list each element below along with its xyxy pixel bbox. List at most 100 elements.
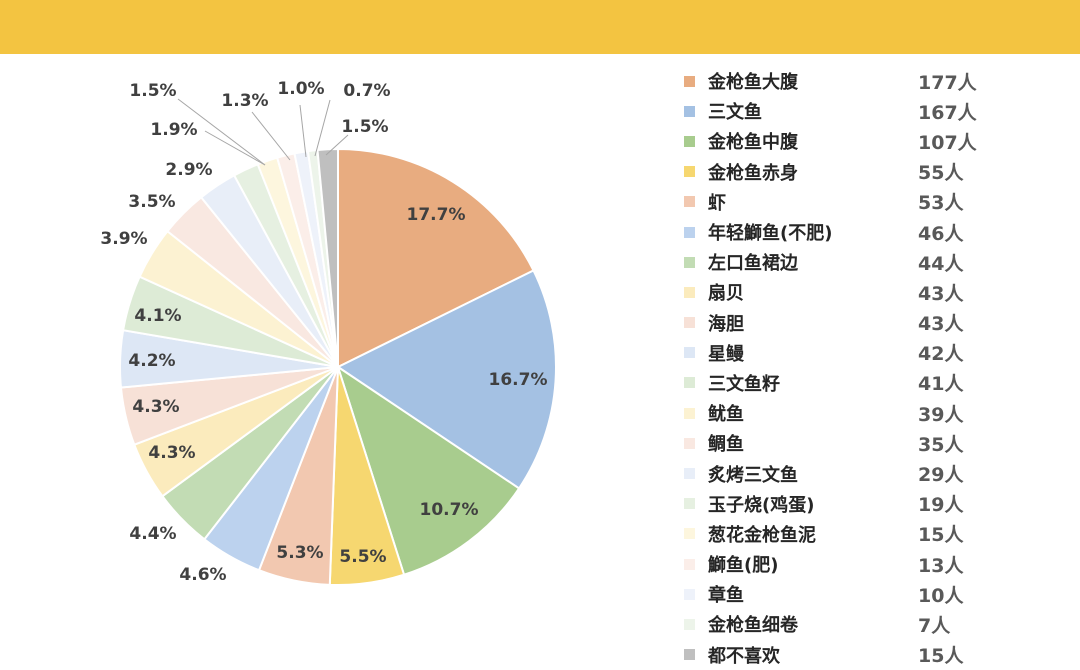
legend-count: 43人 — [918, 313, 964, 336]
legend-label: 三文鱼籽 — [708, 373, 780, 395]
legend-count: 44人 — [918, 252, 964, 275]
legend-item: 章鱼 10人 — [684, 579, 984, 609]
percent-label: 1.0% — [277, 79, 324, 99]
pie-slice — [336, 269, 557, 490]
legend-label: 三文鱼 — [708, 102, 762, 124]
percent-label: 17.7% — [407, 205, 466, 225]
legend-label: 葱花金枪鱼泥 — [708, 524, 816, 546]
percent-label: 4.6% — [179, 565, 226, 585]
leader-line — [177, 98, 266, 166]
pie-slice — [316, 147, 339, 368]
legend-count: 7人 — [918, 614, 951, 637]
legend-swatch — [684, 317, 695, 329]
legend-count: 15人 — [918, 524, 964, 547]
legend-count: 13人 — [918, 554, 964, 577]
legend-swatch — [684, 347, 695, 359]
legend-label: 鰤鱼(肥) — [708, 555, 779, 577]
legend-label: 鲷鱼 — [708, 434, 744, 456]
legend-item: 金枪鱼赤身 55人 — [684, 157, 984, 187]
percent-label: 3.9% — [100, 229, 147, 249]
legend-count: 167人 — [918, 101, 977, 124]
pie-slice — [336, 364, 521, 577]
percent-label: 1.3% — [221, 91, 268, 111]
legend-label: 星鳗 — [708, 343, 744, 365]
legend-label: 金枪鱼细卷 — [708, 615, 798, 637]
legend-label: 鱿鱼 — [708, 404, 744, 426]
pie-slice — [337, 147, 535, 369]
legend-item: 金枪鱼中腹 107人 — [684, 126, 984, 156]
leader-line — [299, 104, 307, 158]
legend-item: 炙烤三文鱼 29人 — [684, 458, 984, 488]
legend-label: 都不喜欢 — [708, 645, 780, 667]
legend-swatch — [684, 437, 695, 449]
legend-item: 扇贝 43人 — [684, 277, 984, 307]
legend-label: 海胆 — [708, 313, 744, 335]
legend-label: 扇贝 — [708, 283, 744, 305]
percent-label: 16.7% — [489, 370, 548, 390]
pie-chart: 17.7% 16.7% 10.7% 5.5% 5.3% 4.6% 4.4% 4.3% 4.3% 4… — [100, 79, 557, 586]
legend-swatch — [684, 468, 695, 480]
legend-item: 金枪鱼细卷 7人 — [684, 609, 984, 639]
percent-label: 1.9% — [150, 120, 197, 140]
leader-line — [314, 99, 331, 157]
legend-item: 三文鱼 167人 — [684, 96, 984, 126]
legend-label: 金枪鱼中腹 — [708, 132, 798, 154]
header-banner — [0, 0, 1080, 54]
legend-label: 金枪鱼赤身 — [708, 162, 798, 184]
legend-label: 炙烤三文鱼 — [708, 464, 798, 486]
legend-count: 55人 — [918, 162, 964, 185]
legend-item: 年轻鰤鱼(不肥) 46人 — [684, 217, 984, 247]
legend-item: 星鳗 42人 — [684, 338, 984, 368]
legend-label: 年轻鰤鱼(不肥) — [708, 223, 833, 245]
percent-label: 3.5% — [128, 192, 175, 212]
legend-label: 金枪鱼大腹 — [708, 72, 798, 94]
legend-swatch — [684, 105, 695, 117]
legend-swatch — [684, 226, 695, 238]
legend-count: 46人 — [918, 222, 964, 245]
legend-swatch — [684, 528, 695, 540]
percent-label: 4.3% — [148, 443, 195, 463]
legend-count: 53人 — [918, 192, 964, 215]
legend-item: 葱花金枪鱼泥 15人 — [684, 519, 984, 549]
legend-swatch — [684, 75, 695, 87]
percent-label: 10.7% — [420, 500, 479, 520]
legend-count: 41人 — [918, 373, 964, 396]
legend-item: 玉子烧(鸡蛋) 19人 — [684, 489, 984, 519]
legend-count: 19人 — [918, 494, 964, 517]
legend-item: 都不喜欢 15人 — [684, 640, 984, 670]
legend-count: 39人 — [918, 403, 964, 426]
legend-swatch — [684, 558, 695, 570]
legend-count: 42人 — [918, 343, 964, 366]
legend-count: 15人 — [918, 645, 964, 668]
legend-item: 左口鱼裙边 44人 — [684, 247, 984, 277]
legend-item: 鲷鱼 35人 — [684, 428, 984, 458]
percent-label: 1.5% — [341, 117, 388, 137]
legend-item: 鰤鱼(肥) 13人 — [684, 549, 984, 579]
legend-item: 金枪鱼大腹 177人 — [684, 66, 984, 96]
legend-count: 10人 — [918, 584, 964, 607]
legend-swatch — [684, 588, 695, 600]
legend-count: 107人 — [918, 131, 977, 154]
legend-item: 三文鱼籽 41人 — [684, 368, 984, 398]
legend-label: 左口鱼裙边 — [708, 253, 798, 275]
leader-line — [325, 134, 349, 156]
legend-count: 43人 — [918, 282, 964, 305]
legend-swatch — [684, 649, 695, 661]
legend-label: 虾 — [708, 192, 726, 214]
legend-label: 玉子烧(鸡蛋) — [708, 494, 815, 516]
legend-swatch — [684, 135, 695, 147]
percent-label: 4.3% — [132, 397, 179, 417]
leader-line — [251, 111, 291, 161]
legend-count: 35人 — [918, 433, 964, 456]
legend-label: 章鱼 — [708, 585, 744, 607]
percent-label: 4.1% — [134, 306, 181, 326]
percent-label: 4.2% — [128, 351, 175, 371]
legend-swatch — [684, 196, 695, 208]
percent-label: 1.5% — [129, 81, 176, 101]
legend-item: 虾 53人 — [684, 187, 984, 217]
legend-count: 177人 — [918, 71, 977, 94]
legend-swatch — [684, 618, 695, 630]
percent-label: 5.3% — [276, 543, 323, 563]
percent-label: 2.9% — [165, 160, 212, 180]
percent-label: 0.7% — [343, 81, 390, 101]
